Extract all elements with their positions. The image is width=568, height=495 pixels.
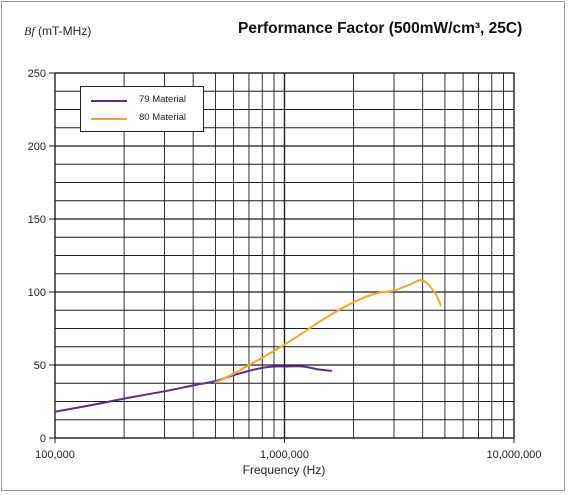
legend-label-80: 80 Material xyxy=(139,112,186,123)
tick-labels: 0 50 100 150 200 250 100,000 1,000,000 10,000,00… xyxy=(28,68,542,461)
x-tick-label: 10,000,000 xyxy=(486,449,541,461)
legend-item-80: 80 Material xyxy=(81,111,203,127)
y-axis-label-unit: (mT-MHz) xyxy=(38,24,92,38)
series-lines xyxy=(54,279,442,413)
series-line-80-material xyxy=(214,279,442,384)
legend-swatch-79 xyxy=(91,100,127,102)
y-tick-label: 150 xyxy=(28,214,46,226)
y-axis-label-variable: Bf xyxy=(24,24,35,38)
y-tick-label: 100 xyxy=(28,287,46,299)
y-tick-label: 0 xyxy=(40,433,46,445)
series-line-79-material xyxy=(54,365,333,413)
chart-title: Performance Factor (500mW/cm³, 25C) xyxy=(238,20,523,37)
legend-label-79: 79 Material xyxy=(139,94,186,105)
legend-item-79: 79 Material xyxy=(81,93,203,109)
x-axis-label: Frequency (Hz) xyxy=(242,463,326,477)
y-axis-label: Bf (mT-MHz) xyxy=(24,24,91,39)
axes xyxy=(49,72,515,443)
x-tick-label: 100,000 xyxy=(35,449,75,461)
y-tick-label: 200 xyxy=(28,141,46,153)
legend: 79 Material 80 Material xyxy=(80,86,204,132)
y-tick-label: 50 xyxy=(34,360,46,372)
y-tick-label: 250 xyxy=(28,68,46,80)
x-tick-label: 1,000,000 xyxy=(260,449,309,461)
legend-swatch-80 xyxy=(91,118,127,120)
